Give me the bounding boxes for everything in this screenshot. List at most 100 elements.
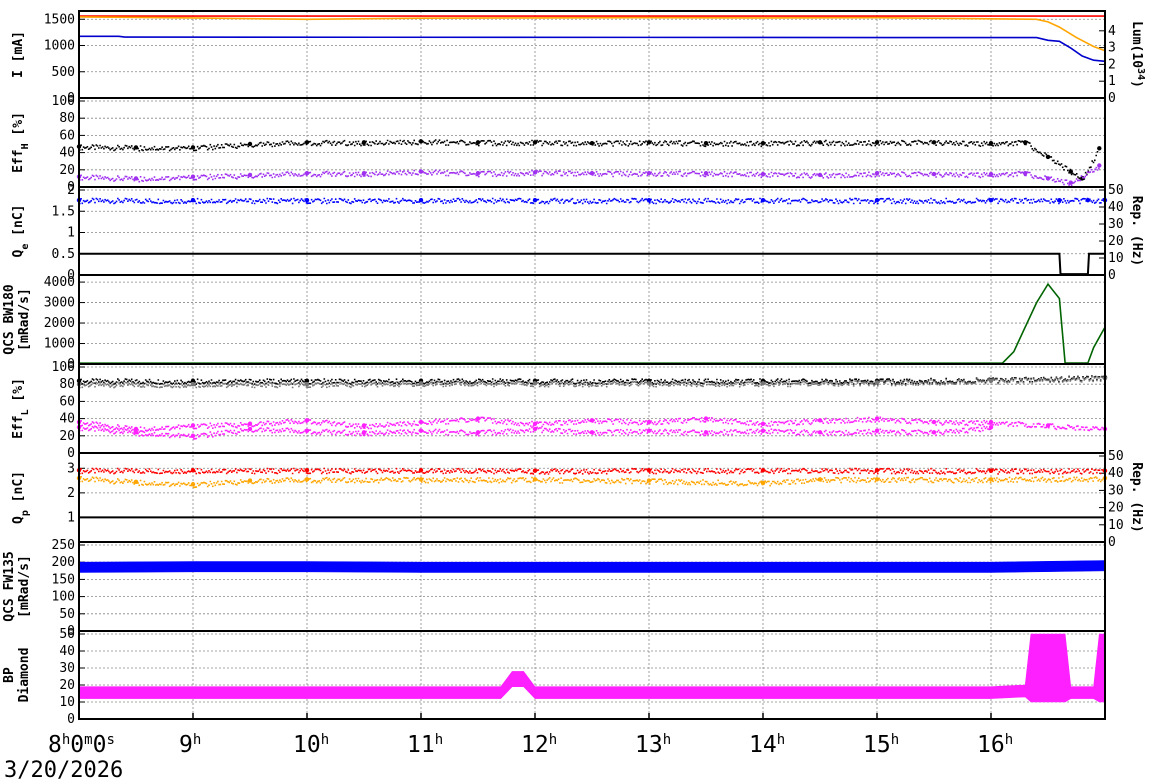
scatter-fill: [592, 170, 650, 178]
scatter-fill: [307, 467, 422, 475]
scatter-fill: [991, 421, 1049, 429]
scatter-fill: [1082, 148, 1100, 180]
scatter-fill: [193, 422, 251, 430]
scatter-fill: [307, 476, 422, 484]
y-tick-label: 100: [52, 590, 75, 605]
scatter-fill: [763, 171, 821, 179]
scatter-fill: [364, 428, 422, 437]
scatter-fill: [877, 428, 935, 436]
panel-frame: [78, 630, 1106, 720]
y2-tick-label: 20: [1108, 234, 1124, 249]
scatter-fill: [649, 478, 764, 487]
scatter-fill: [877, 171, 935, 178]
scatter-fill: [193, 173, 251, 181]
panel-frame: [78, 363, 1106, 454]
y-tick-label: 1: [67, 510, 75, 525]
scatter-fill: [136, 479, 194, 488]
scatter-fill: [763, 428, 821, 437]
scatter-fill: [877, 377, 992, 385]
series-current-1: [78, 16, 1106, 52]
scatter-fill: [1070, 172, 1083, 181]
data-point: [988, 425, 994, 430]
scatter-fill: [193, 142, 251, 152]
y-tick-label: 3000: [44, 296, 75, 311]
y2-tick-label: 40: [1108, 466, 1124, 481]
y-tick-label: 50: [59, 627, 75, 642]
y2-tick-label: 30: [1108, 483, 1124, 498]
y-axis-label-line2: [mRad/s]: [17, 555, 32, 618]
y-tick-label: 1.5: [52, 204, 75, 219]
data-point: [475, 416, 481, 421]
scatter-fill: [364, 419, 422, 430]
panel-frame: [78, 10, 1106, 99]
scatter-fill: [421, 428, 479, 436]
y-tick-label: 20: [59, 429, 75, 444]
scatter-fill: [250, 140, 308, 148]
scatter-fill: [649, 467, 764, 475]
scatter-fill: [307, 139, 365, 147]
y-tick-label: 40: [59, 412, 75, 427]
scatter-fill: [535, 378, 650, 385]
scatter-fill: [535, 169, 593, 177]
data-point: [1097, 163, 1102, 168]
scatter-fill: [706, 428, 764, 436]
y2-axis-label: Rep. (Hz): [1129, 462, 1144, 532]
scatter-fill: [478, 426, 536, 437]
scatter-fill: [193, 467, 308, 475]
scatter-fill: [307, 378, 422, 385]
scatter-fill: [763, 197, 878, 205]
series-qp-1: [76, 475, 1108, 489]
scatter-fill: [79, 144, 137, 152]
panel-eff_l: 0 20 40 60 80 100 EffL [%]: [11, 360, 1108, 461]
scatter-fill: [877, 378, 992, 387]
scatter-fill: [307, 381, 422, 389]
y-tick-label: 1: [67, 226, 75, 241]
scatter-fill: [877, 476, 992, 484]
scatter-fill: [421, 197, 536, 205]
scatter-fill: [649, 170, 707, 178]
scatter-fill: [877, 467, 992, 475]
y2-tick-label: 40: [1108, 200, 1124, 215]
scatter-fill: [820, 171, 878, 179]
y-tick-label: 80: [59, 111, 75, 126]
scatter-fill: [877, 197, 992, 205]
scatter-fill: [1025, 171, 1049, 181]
y-tick-label: 20: [59, 678, 75, 693]
scatter-fill: [478, 416, 536, 427]
y2-tick-label: 1: [1108, 74, 1116, 89]
scatter-fill: [421, 467, 536, 475]
scatter-fill: [763, 378, 878, 385]
scatter-fill: [364, 139, 422, 147]
scatter-fill: [535, 477, 650, 485]
scatter-fill: [79, 467, 194, 475]
scatter-fill: [991, 170, 1026, 178]
scatter-fill: [649, 380, 764, 388]
x-axis: 8h0m0s 9h 10h 11h 12h 13h 14h 15h 16h: [48, 713, 1013, 758]
scatter-fill: [535, 197, 650, 205]
date-label: 3/20/2026: [4, 758, 123, 782]
scatter-fill: [79, 425, 137, 436]
x-tick-label: 8h0m0s: [48, 732, 115, 758]
scatter-fill: [193, 479, 251, 489]
y-tick-label: 1500: [44, 12, 75, 27]
scatter-fill: [763, 477, 821, 487]
scatter-fill: [877, 416, 935, 425]
y-tick-label: 0: [67, 624, 75, 639]
panel-current: 0 500 1000 1500 0 1 23 4 I [mA] Lum(1034): [11, 10, 1147, 106]
scatter-fill: [136, 423, 194, 433]
scatter-fill: [649, 428, 707, 437]
panel-frame: [78, 274, 1106, 365]
scatter-fill: [307, 170, 365, 178]
x-tick-label: 12h: [521, 732, 557, 758]
scatter-fill: [421, 378, 536, 385]
y-axis-label-line2: [mRad/s]: [17, 288, 32, 351]
y-tick-label: 2: [67, 183, 75, 198]
scatter-fill: [79, 420, 137, 432]
data-point: [475, 140, 481, 145]
x-tick-label: 13h: [635, 732, 671, 758]
scatter-fill: [250, 427, 308, 434]
scatter-fill: [820, 416, 878, 425]
y-tick-label: 0.5: [52, 247, 75, 262]
series-eff_h-1: [76, 163, 1102, 187]
